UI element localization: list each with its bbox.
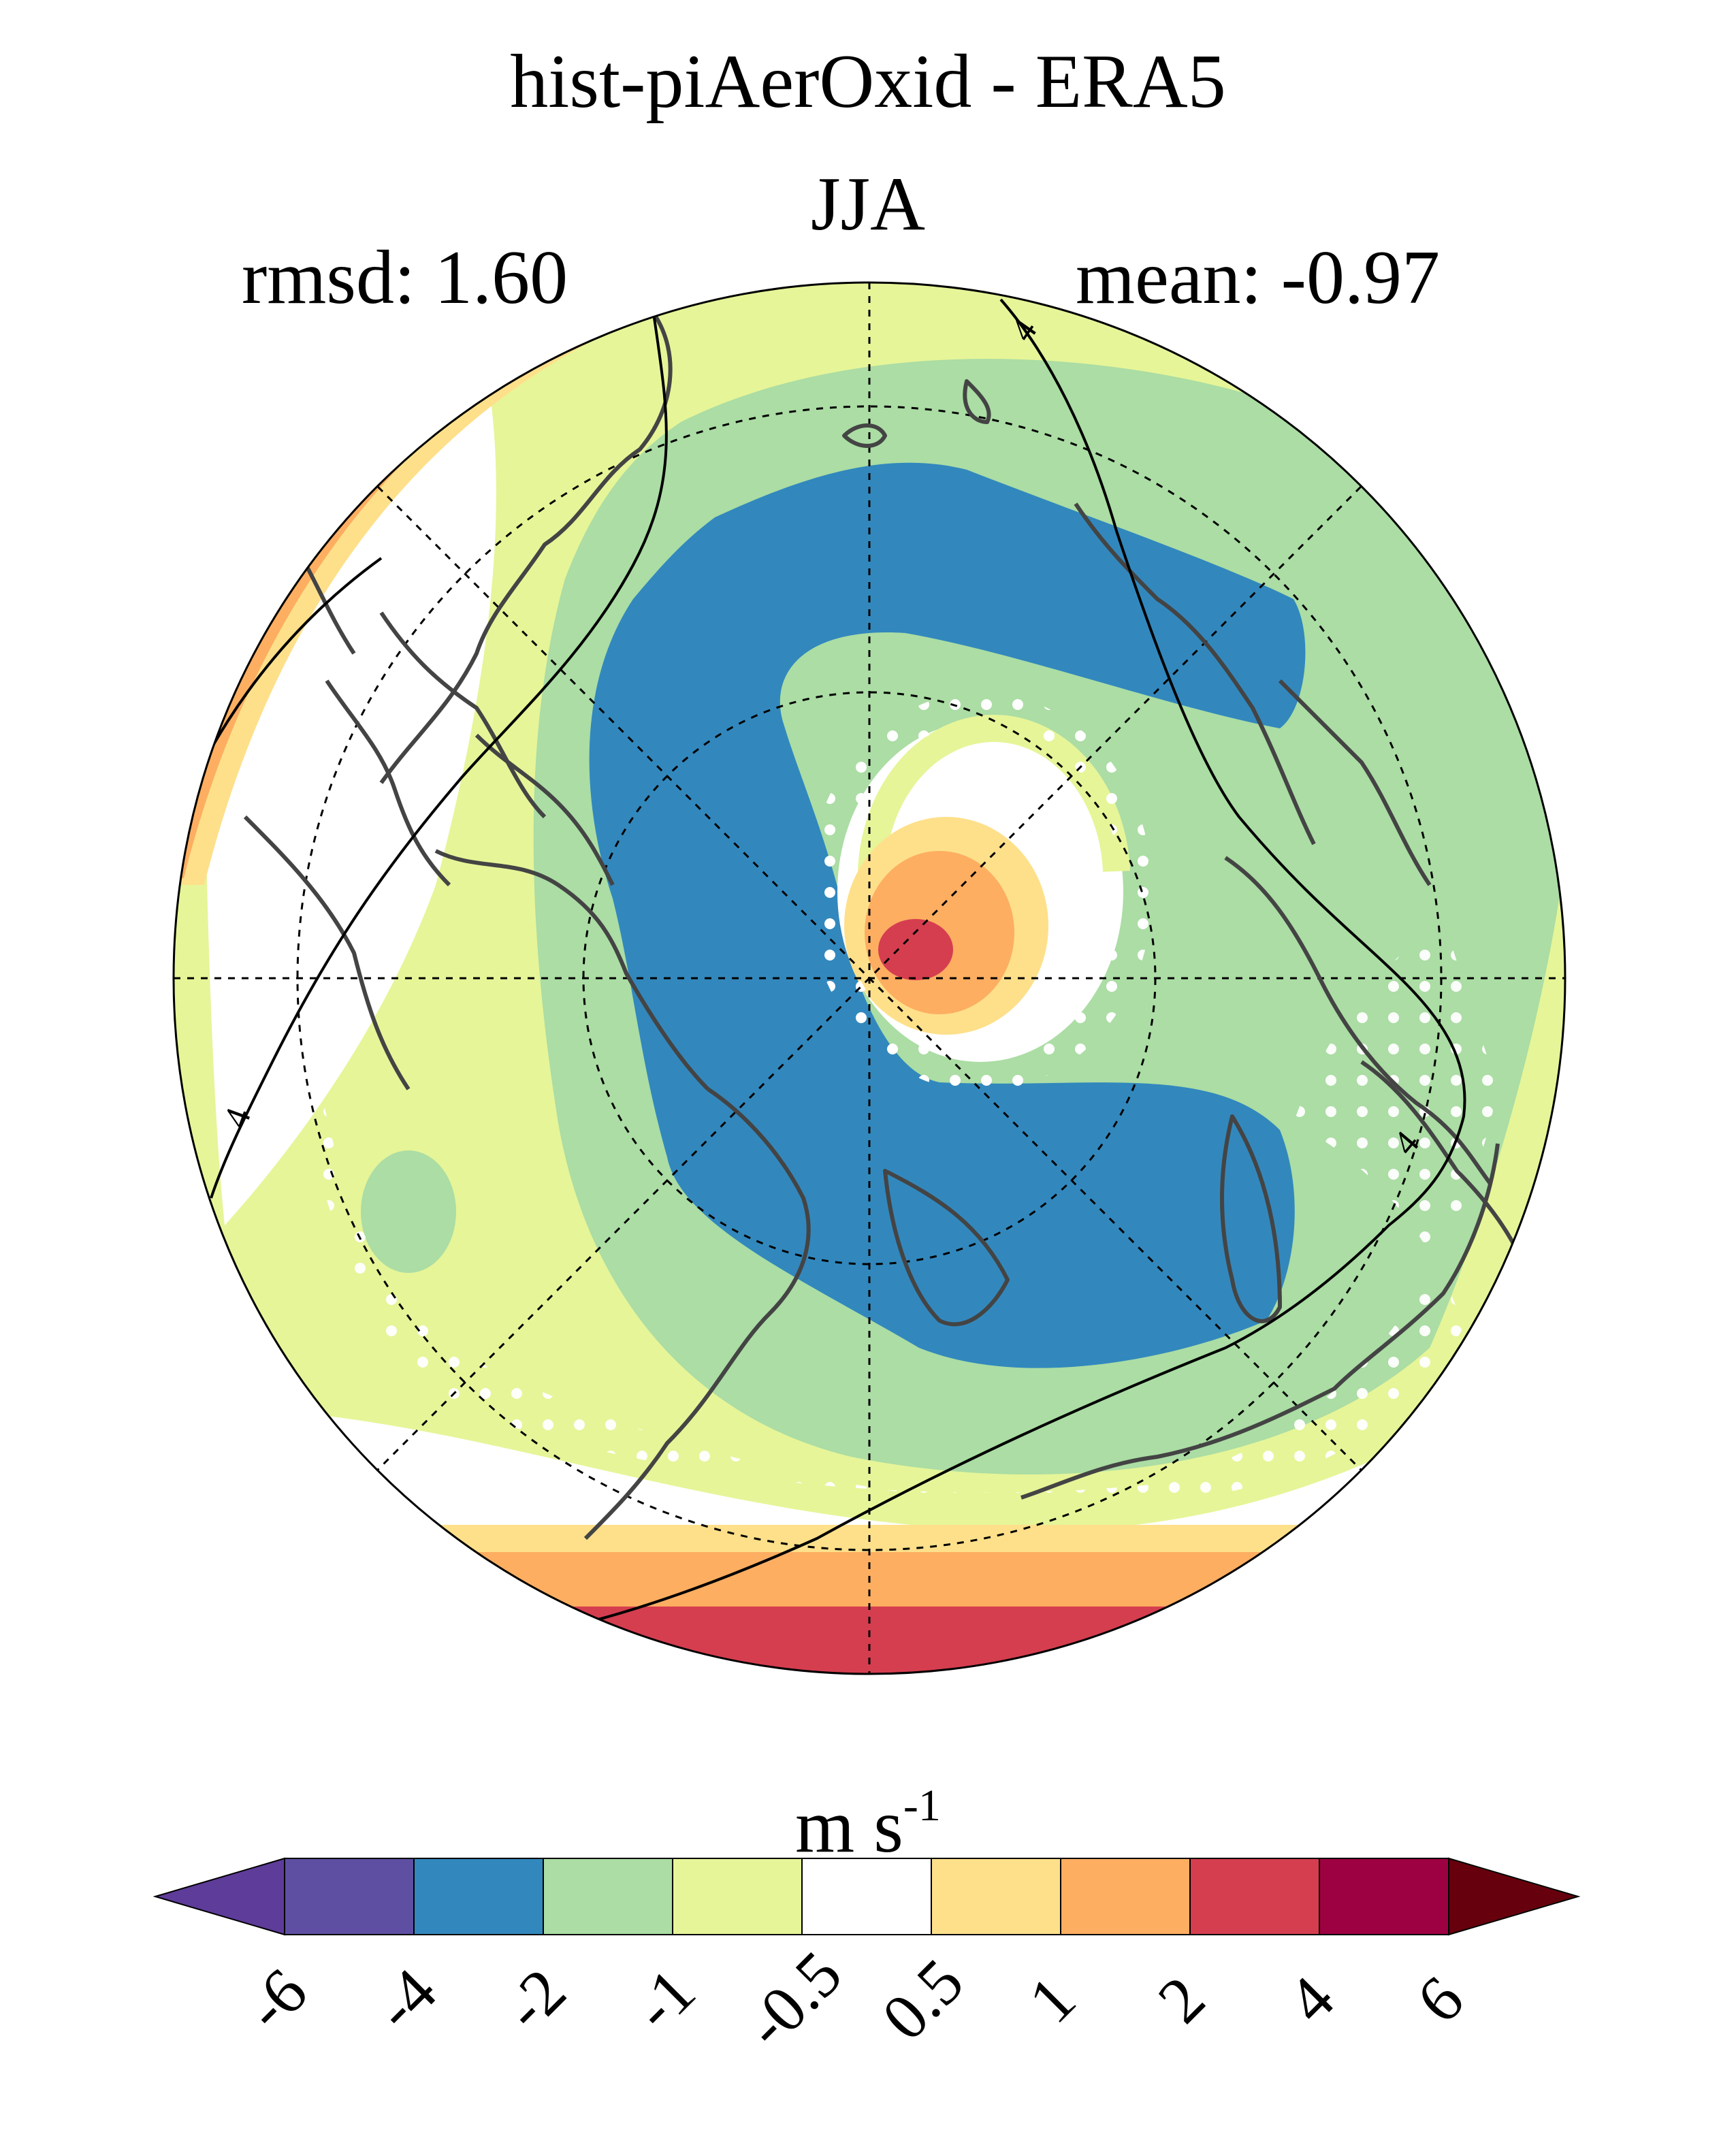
colorbar-tick-label: 1 (1014, 1962, 1089, 2037)
mean-stat: mean: -0.97 (1076, 236, 1440, 320)
colorbar-tick-label: 2 (1144, 1962, 1219, 2037)
colorbar-tick-label: 4 (1273, 1962, 1348, 2037)
colorbar-bin (672, 1858, 803, 1935)
colorbar-bin (801, 1858, 932, 1935)
colorbar-tick-label: 0.5 (868, 1945, 978, 2054)
season-label: JJA (810, 162, 926, 246)
colorbar-tick-label: 6 (1402, 1962, 1477, 2037)
colorbar-extend-low (152, 1857, 285, 1936)
colorbar-bin (1189, 1858, 1320, 1935)
colorbar-tick-label: -6 (231, 1954, 321, 2044)
colorbar-tick-label: -1 (619, 1954, 709, 2044)
stippling-center (808, 692, 1153, 1091)
colorbar-bin (543, 1858, 673, 1935)
units-base: m s (795, 1784, 903, 1869)
colorbar-extend-high (1448, 1857, 1581, 1936)
figure-title: hist-piAerOxid - ERA5 (510, 39, 1226, 124)
colorbar-bin (1319, 1858, 1449, 1935)
colorbar-tick-label: -2 (489, 1954, 579, 2044)
field-strong-positive-core (878, 919, 953, 980)
polar-map: 4 4 4 (172, 281, 1566, 1675)
field-weak-positive-south (408, 1525, 1362, 1552)
colorbar-bin (1060, 1858, 1191, 1935)
colorbar-bin (284, 1858, 415, 1935)
colorbar-bin (413, 1858, 544, 1935)
graticule (174, 283, 1565, 1674)
field-mid-negative-west (361, 1150, 456, 1273)
map-outline (172, 281, 1566, 1675)
units-label: m s-1 (0, 1784, 1736, 1865)
colorbar-bin (931, 1858, 1061, 1935)
colorbar-tick-label: -0.5 (730, 1937, 855, 2061)
units-exponent: -1 (903, 1781, 941, 1830)
contour-lines (174, 298, 1466, 1649)
colorbar-tick-label: -4 (360, 1954, 450, 2044)
rmsd-stat: rmsd: 1.60 (242, 236, 568, 320)
